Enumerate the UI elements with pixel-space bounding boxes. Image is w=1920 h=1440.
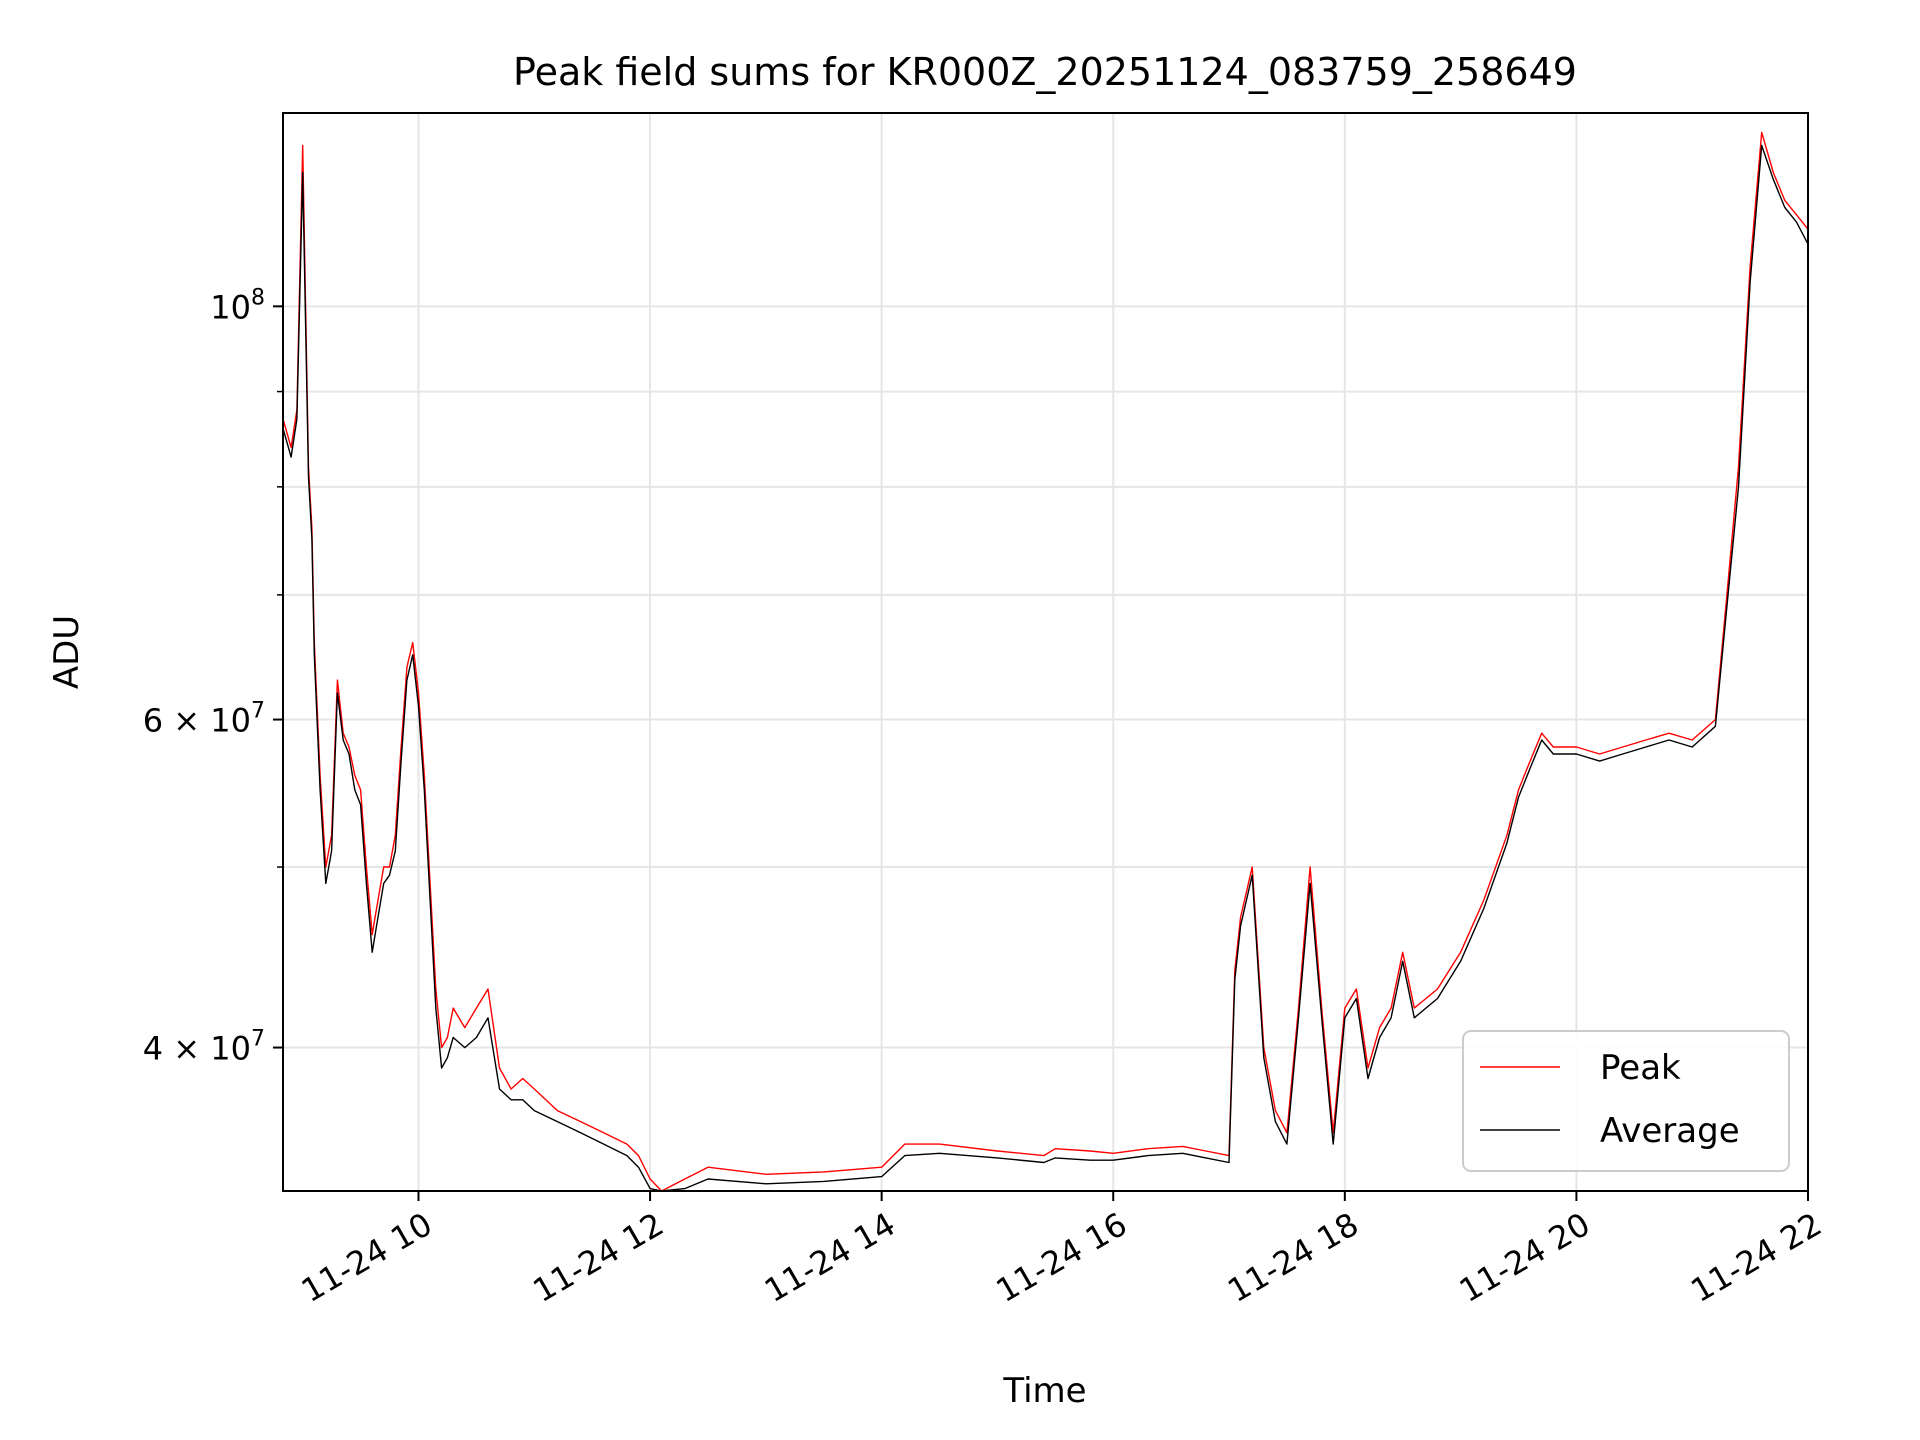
y-tick-label: 4 × 107	[143, 1027, 265, 1068]
y-tick-exponent: 7	[251, 1027, 265, 1052]
grid	[283, 113, 1809, 1191]
y-tick-base: 10	[210, 288, 251, 326]
legend-peak-label: Peak	[1600, 1048, 1681, 1088]
plot-frame	[282, 112, 1809, 1192]
legend-average-label: Average	[1600, 1111, 1740, 1151]
y-tick-label: 6 × 107	[143, 699, 265, 740]
plot-series	[282, 131, 1809, 1192]
y-tick-base: 6 × 10	[143, 702, 251, 740]
x-axis-label: Time	[1002, 1371, 1086, 1411]
y-axis-label: ADU	[47, 615, 87, 689]
series-line-average	[282, 144, 1809, 1192]
y-tick-exponent: 8	[251, 285, 265, 310]
legend-box	[1462, 1030, 1790, 1172]
y-tick-base: 4 × 10	[143, 1030, 251, 1068]
series-line-peak	[282, 131, 1809, 1192]
y-tick-exponent: 7	[251, 699, 265, 724]
y-tick-label: 108	[210, 285, 265, 326]
legend: Peak Average	[1462, 1030, 1790, 1172]
chart-title: Peak field sums for KR000Z_20251124_0837…	[513, 50, 1577, 94]
